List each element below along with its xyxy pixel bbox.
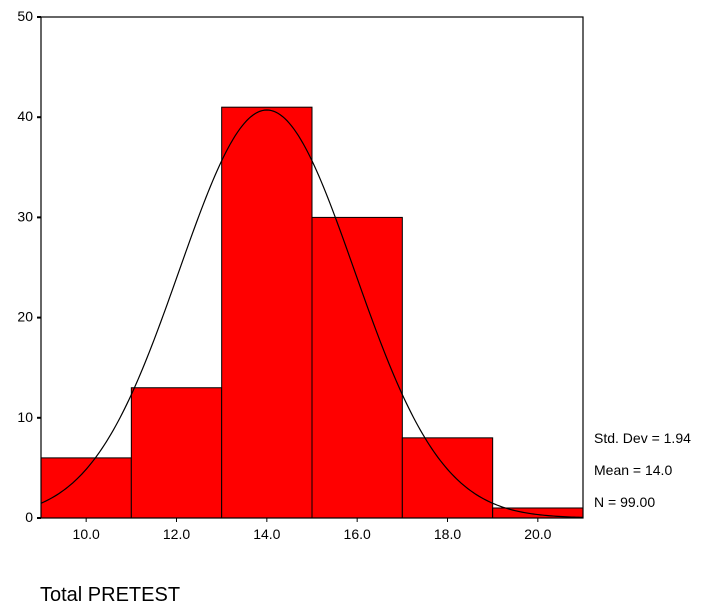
- x-tick-label: 12.0: [163, 526, 190, 542]
- y-tick-label: 40: [17, 108, 33, 124]
- histogram-bar-5: [401, 437, 494, 519]
- x-tick-label: 16.0: [344, 526, 371, 542]
- plot-frame: [40, 16, 584, 519]
- histogram-bars: [40, 106, 584, 519]
- normal-curve: [40, 109, 584, 518]
- x-tick-label: 20.0: [524, 526, 551, 542]
- histogram-bar-1: [40, 457, 132, 519]
- y-tick-label: 10: [17, 409, 33, 425]
- x-tick-label: 18.0: [434, 526, 461, 542]
- x-axis: 10.0 12.0 14.0 16.0 18.0 20.0: [73, 518, 552, 542]
- std-dev-label: Std. Dev = 1.94: [594, 430, 691, 446]
- histogram-bar-2: [130, 387, 223, 519]
- y-tick-label: 50: [17, 8, 33, 24]
- x-tick-label: 10.0: [73, 526, 100, 542]
- y-tick-label: 0: [25, 509, 33, 525]
- n-label: N = 99.00: [594, 494, 656, 510]
- x-tick-label: 14.0: [253, 526, 280, 542]
- histogram-bar-3: [221, 106, 313, 519]
- histogram-bar-4: [311, 216, 403, 519]
- x-axis-title: Total PRETEST: [40, 584, 181, 606]
- y-tick-label: 20: [17, 309, 33, 325]
- y-tick-label: 30: [17, 208, 33, 224]
- mean-label: Mean = 14.0: [594, 462, 673, 478]
- y-axis: 0 10 20 30 40 50: [17, 8, 41, 525]
